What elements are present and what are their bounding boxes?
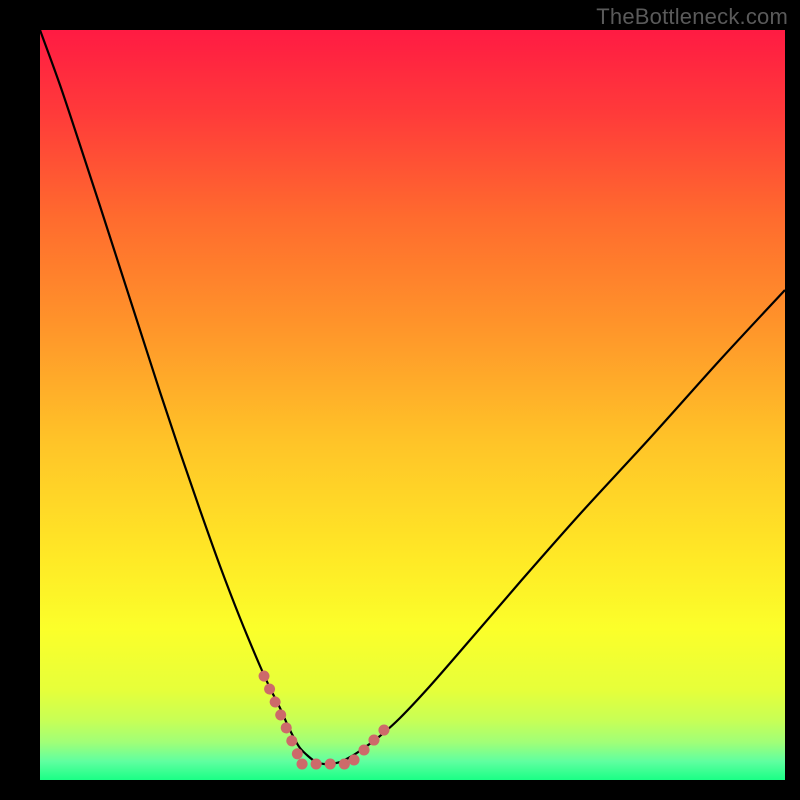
- chart-stage: TheBottleneck.com: [0, 0, 800, 800]
- plot-background: [40, 30, 785, 780]
- bottleneck-chart: [0, 0, 800, 800]
- watermark-text: TheBottleneck.com: [596, 4, 788, 30]
